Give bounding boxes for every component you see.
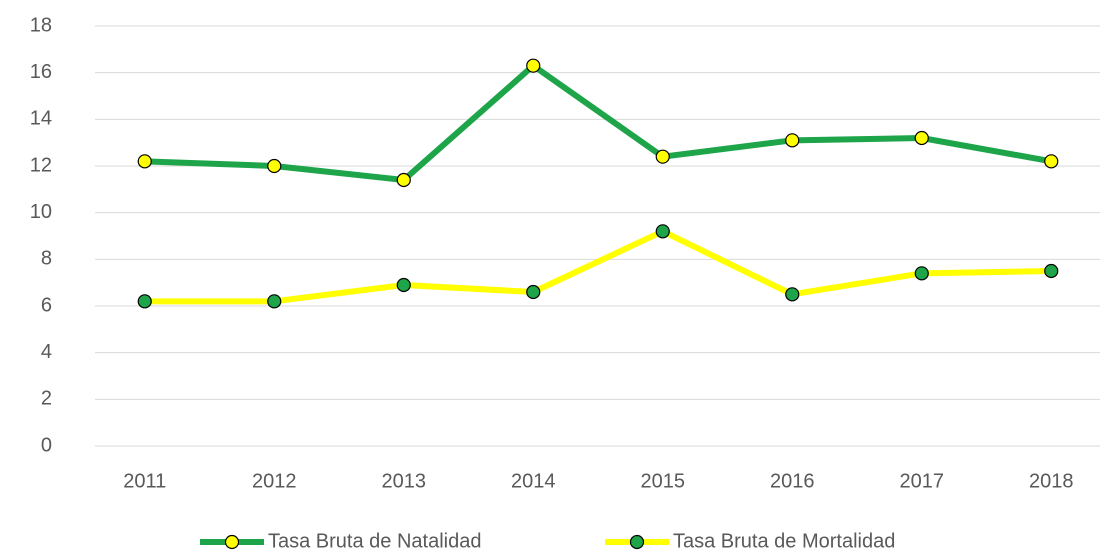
data-point xyxy=(137,294,152,309)
y-tick-label: 14 xyxy=(30,108,52,130)
data-point xyxy=(396,172,411,188)
data-point xyxy=(1044,263,1059,279)
y-tick-label: 8 xyxy=(41,248,52,270)
legend-label: Tasa Bruta de Natalidad xyxy=(268,530,481,552)
x-tick-label: 2013 xyxy=(382,470,427,492)
x-tick-label: 2012 xyxy=(252,470,297,492)
y-tick-label: 10 xyxy=(30,201,52,223)
data-point xyxy=(914,266,929,281)
data-point xyxy=(1044,154,1059,169)
legend-marker xyxy=(629,534,645,550)
series-line xyxy=(141,228,1055,305)
data-point xyxy=(655,224,670,239)
x-tick-label: 2011 xyxy=(123,470,166,492)
x-tick-label: 2014 xyxy=(511,470,556,492)
data-point xyxy=(526,284,541,300)
x-tick-label: 2016 xyxy=(770,470,815,492)
data-point xyxy=(785,133,800,148)
data-point xyxy=(137,154,152,169)
y-tick-label: 18 xyxy=(30,14,52,36)
data-point xyxy=(267,158,282,174)
data-point xyxy=(914,130,929,146)
y-tick-label: 12 xyxy=(30,154,52,176)
y-tick-label: 4 xyxy=(41,341,52,363)
x-tick-label: 2018 xyxy=(1029,470,1074,492)
data-point xyxy=(655,149,670,164)
series-line xyxy=(141,62,1055,183)
data-point xyxy=(526,58,541,73)
legend-label: Tasa Bruta de Mortalidad xyxy=(673,530,895,552)
data-point xyxy=(785,287,800,302)
y-tick-label: 16 xyxy=(30,61,52,83)
y-tick-label: 6 xyxy=(41,294,52,316)
data-point xyxy=(396,277,411,293)
data-point xyxy=(267,294,282,309)
x-tick-label: 2015 xyxy=(641,470,686,492)
x-tick-label: 2017 xyxy=(900,470,945,492)
y-tick-label: 0 xyxy=(41,434,52,456)
y-tick-label: 2 xyxy=(41,388,52,410)
legend-marker xyxy=(224,534,240,550)
